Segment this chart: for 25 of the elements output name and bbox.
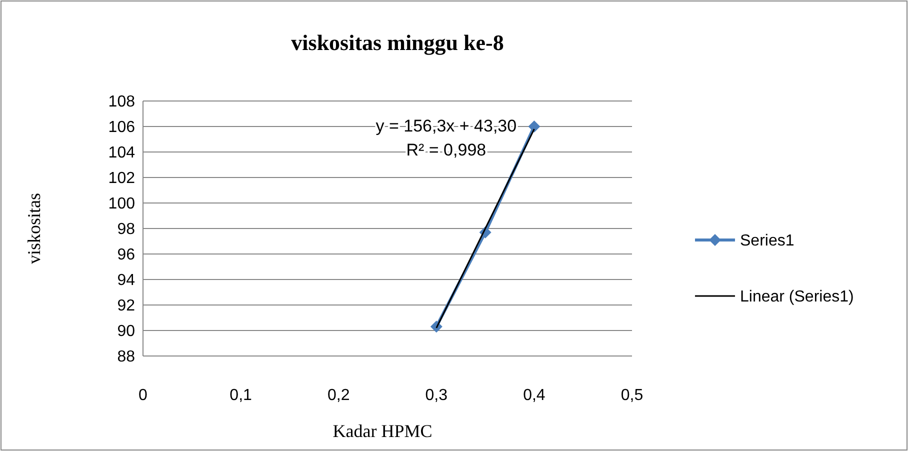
annotation: y = 156,3x + 43,30 bbox=[376, 116, 517, 136]
x-tick-label: 0,5 bbox=[620, 387, 644, 404]
y-tick-label: 102 bbox=[108, 170, 136, 188]
y-tick-label: 88 bbox=[117, 348, 136, 366]
y-tick-label: 100 bbox=[108, 196, 136, 213]
y-tick-label: 92 bbox=[117, 298, 136, 315]
x-axis-title: Kadar HPMC bbox=[332, 421, 432, 441]
y-tick-label: 98 bbox=[117, 221, 136, 238]
chart-title: viskositas minggu ke-8 bbox=[291, 30, 504, 55]
y-tick-label: 90 bbox=[117, 323, 136, 340]
x-tick-label: 0 bbox=[138, 387, 148, 404]
y-tick-label: 108 bbox=[108, 94, 136, 111]
y-axis-title: viskositas bbox=[24, 192, 44, 264]
y-tick-label: 106 bbox=[108, 119, 136, 136]
x-tick-label: 0,4 bbox=[523, 387, 546, 404]
x-tick-label: 0,1 bbox=[230, 387, 252, 404]
y-tick-label: 104 bbox=[108, 144, 136, 162]
legend-label: Series1 bbox=[740, 232, 794, 250]
point bbox=[528, 120, 540, 132]
x-tick-label: 0,2 bbox=[327, 387, 350, 404]
y-tick-label: 94 bbox=[117, 272, 136, 290]
y-tick-label: 96 bbox=[117, 246, 136, 264]
x-tick-label: 0,3 bbox=[425, 387, 448, 404]
annotation: R² = 0,998 bbox=[406, 140, 486, 160]
legend-label: Linear (Series1) bbox=[740, 288, 854, 306]
